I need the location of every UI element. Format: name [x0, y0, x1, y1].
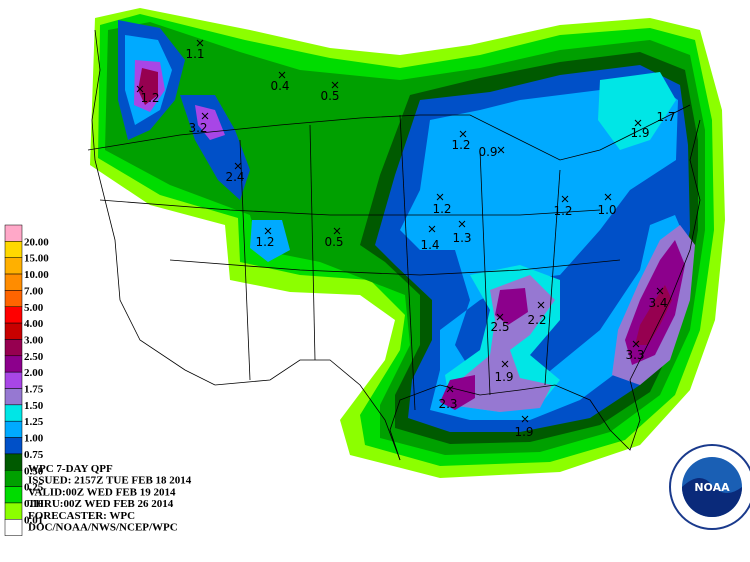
coastline-west	[91, 29, 216, 386]
legend-swatch	[4, 519, 23, 536]
legend-label: 0.75	[24, 449, 44, 461]
legend-swatch	[4, 502, 23, 520]
state-lines-6	[479, 149, 491, 396]
legend-label: 10.00	[24, 269, 49, 281]
field-250	[635, 285, 672, 345]
legend-label: 2.50	[24, 351, 44, 363]
logo-text: NOAA	[694, 481, 730, 494]
border-canada	[87, 104, 691, 161]
legend-label: 0.10	[24, 498, 44, 510]
point-label: 1.2	[451, 138, 470, 152]
legend-label: 1.50	[24, 400, 44, 412]
precip-fields	[90, 8, 725, 478]
point-label: 2.2	[527, 313, 546, 327]
point-label: 2.4	[225, 170, 244, 184]
legend: 20.00 15.00 10.00 7.00 5.00 4.00 3.00 2.50 2.00 1…	[4, 224, 49, 536]
field-200b	[495, 288, 528, 325]
coastline-gulf	[389, 119, 701, 461]
point-label: 1.0	[597, 203, 616, 217]
legend-label: 7.00	[24, 285, 44, 297]
info-line: FORECASTER: WPC	[28, 510, 135, 522]
logo-wave	[682, 477, 742, 517]
legend-swatch	[4, 420, 23, 438]
point-label: 3.3	[625, 348, 644, 362]
point-label: 1.2	[432, 202, 451, 216]
legend-swatch	[4, 322, 23, 340]
legend-swatch	[4, 388, 23, 406]
point-label: 0.4	[270, 79, 289, 93]
info-line: DOC/NOAA/NWS/NCEP/WPC	[28, 522, 178, 534]
boundaries	[87, 29, 701, 461]
point-label: 0.5	[320, 89, 339, 103]
legend-label: 5.00	[24, 302, 44, 314]
noaa-logo: NOAA	[669, 444, 750, 530]
point-label: 3.2	[188, 121, 207, 135]
legend-swatch	[4, 224, 23, 242]
legend-swatch	[4, 404, 23, 422]
state-lines-5	[399, 114, 416, 411]
legend-label: 1.25	[24, 416, 44, 428]
border-mexico	[214, 359, 401, 461]
point-label: 0.5	[324, 235, 343, 249]
info-line: ISSUED: 2157Z TUE FEB 18 2014	[28, 475, 192, 487]
legend-label: 4.00	[24, 318, 44, 330]
state-lines-7	[544, 169, 561, 386]
legend-label: 15.00	[24, 253, 49, 265]
x-markers	[136, 39, 664, 423]
legend-label: 2.00	[24, 367, 44, 379]
legend-label: 20.00	[24, 236, 49, 248]
legend-label: 0.01	[24, 514, 43, 526]
point-label: 1.7	[656, 110, 675, 124]
state-lines-4	[309, 124, 316, 361]
field-nw-red	[138, 68, 158, 105]
field-150	[450, 275, 555, 412]
state-lines-3	[239, 139, 251, 381]
field-125b	[598, 72, 676, 150]
info-line: VALID:00Z WED FEB 19 2014	[28, 486, 176, 498]
point-label: 1.1	[185, 47, 204, 61]
point-label: 2.3	[438, 397, 457, 411]
legend-swatch	[4, 241, 23, 258]
point-label: 2.5	[490, 320, 509, 334]
legend-swatch	[4, 273, 23, 291]
point-label: 1.2	[255, 235, 274, 249]
legend-label: 1.00	[24, 433, 44, 445]
point-label: 1.9	[514, 425, 533, 439]
marker-group	[136, 39, 664, 423]
legend-swatch	[4, 339, 23, 357]
legend-swatch	[4, 437, 23, 455]
info-line: THRU:00Z WED FEB 26 2014	[28, 498, 174, 510]
legend-swatch	[4, 257, 23, 275]
state-lines-1	[99, 199, 601, 216]
point-label: 1.2	[553, 204, 572, 218]
info-line: WPC 7-DAY QPF	[28, 463, 113, 475]
legend-swatch	[4, 371, 23, 389]
point-label: 1.9	[630, 126, 649, 140]
field-co-blue	[250, 220, 290, 262]
legend-swatch	[4, 470, 23, 487]
legend-label: 1.75	[24, 384, 44, 396]
point-label: 1.9	[494, 370, 513, 384]
point-label: 1.2	[140, 91, 159, 105]
legend-label: 0.50	[24, 465, 44, 477]
point-label: 3.4	[648, 296, 667, 310]
point-labels: 1.1 0.4 0.5 1.2 3.2 2.4 1.2 0.5 1.2 0.9 …	[140, 47, 675, 439]
point-label: 1.4	[420, 238, 439, 252]
field-200c	[440, 375, 475, 410]
point-label: 1.3	[452, 231, 471, 245]
legend-label: 0.25	[24, 482, 44, 494]
legend-swatch	[4, 453, 23, 471]
legend-swatch	[4, 306, 23, 324]
legend-swatch	[4, 486, 23, 504]
legend-swatch	[4, 290, 23, 307]
point-label: 0.9	[478, 145, 497, 159]
legend-swatch	[4, 355, 23, 373]
legend-label: 3.00	[24, 334, 44, 346]
